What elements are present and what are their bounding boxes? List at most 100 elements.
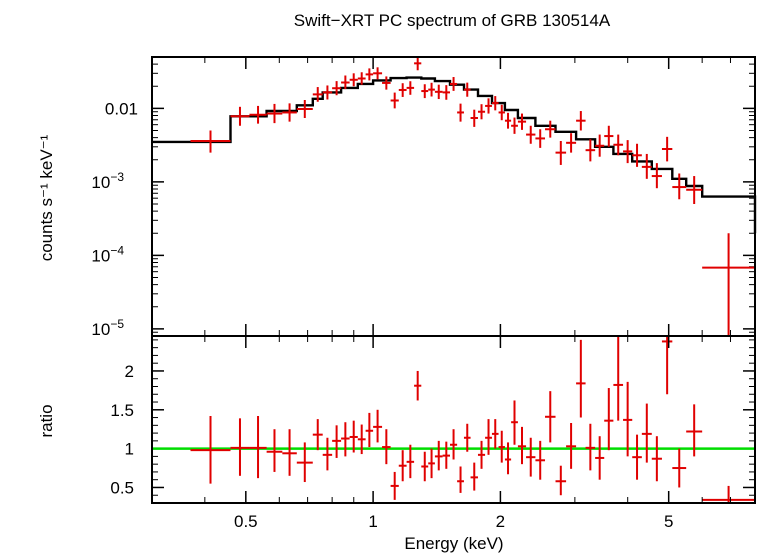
spectrum-data-point	[428, 82, 435, 97]
ratio-data-point	[504, 442, 512, 475]
ratio-data-point	[686, 404, 703, 457]
spectrum-data-point	[282, 103, 297, 122]
ratio-data-point	[373, 409, 383, 443]
x-tick-label: 1	[368, 512, 377, 531]
spectrum-data-point	[535, 129, 546, 148]
ratio-data-point	[498, 430, 505, 463]
ratio-data-point	[702, 485, 755, 503]
ratio-data-point	[613, 336, 624, 421]
x-tick-label: 0.5	[234, 512, 258, 531]
spectrum-data-point	[477, 104, 486, 120]
spectrum-data-point	[349, 73, 358, 87]
model-curve	[152, 76, 757, 234]
spectrum-data-point	[190, 130, 231, 153]
spectrum-data-point	[382, 76, 391, 90]
spectrum-data-point	[230, 106, 250, 126]
spectrum-data-point	[373, 67, 383, 80]
ratio-data-point	[365, 412, 374, 448]
spectrum-data-point	[526, 125, 536, 144]
spectrum-data-point	[406, 81, 415, 95]
ratio-data-point	[661, 336, 673, 395]
spectrum-data-point	[332, 81, 342, 96]
ratio-data-point	[230, 418, 250, 476]
spectrum-data-point	[341, 75, 350, 90]
y-tick-label: 10−5	[91, 317, 124, 339]
ratio-y-axis-label: ratio	[37, 404, 56, 437]
y-tick-label: 10−3	[91, 170, 124, 192]
x-axis-label: Energy (keV)	[404, 534, 503, 553]
x-tick-label: 2	[496, 512, 505, 531]
ratio-data-point	[450, 429, 458, 460]
ratio-data-point	[491, 419, 499, 449]
ratio-data-point	[545, 391, 556, 443]
spectrum-data-point	[686, 176, 703, 205]
spectrum-data-point	[517, 113, 527, 130]
ratio-data-point	[190, 416, 231, 484]
spectrum-data-point	[498, 104, 505, 121]
spectrum-data-point	[312, 87, 323, 102]
ratio-data-point	[641, 403, 652, 463]
spectrum-data-point	[414, 57, 422, 71]
ratio-data-point	[428, 448, 435, 479]
ratio-data-point	[332, 425, 342, 458]
ratio-y-tick-label: 0.5	[110, 478, 134, 497]
ratio-data-point	[517, 426, 527, 465]
ratio-data-point	[477, 440, 486, 469]
spectrum-data-point	[457, 103, 464, 122]
ratio-data-point	[526, 437, 536, 477]
ratio-data-point	[266, 429, 283, 472]
spectrum-data-point	[576, 111, 586, 131]
ratio-data-point	[623, 381, 633, 457]
ratio-y-tick-label: 2	[125, 362, 134, 381]
spectrum-data-point	[450, 77, 458, 91]
ratio-data-point	[382, 429, 391, 465]
spectrum-data-point	[661, 136, 673, 162]
spectrum-data-point	[604, 125, 614, 147]
ratio-data-point	[406, 444, 415, 479]
ratio-data-point	[485, 419, 492, 455]
y-tick-label: 0.01	[105, 99, 138, 118]
spectrum-data-point	[421, 84, 429, 99]
y-tick-label: 10−4	[91, 243, 124, 265]
ratio-data-point	[341, 422, 350, 457]
ratio-data-point	[535, 440, 546, 480]
spectrum-data-point	[613, 134, 624, 156]
spectrum-data-point	[641, 153, 652, 179]
spectrum-data-point	[504, 112, 512, 129]
spectrum-data-point	[545, 120, 556, 138]
ratio-data-point	[672, 448, 687, 488]
ratio-data-point	[555, 465, 567, 496]
chart-title: Swift−XRT PC spectrum of GRB 130514A	[294, 11, 611, 30]
spectrum-data-point	[249, 105, 267, 124]
spectrum-data-point	[595, 134, 605, 157]
spectrum-panel: counts s⁻¹ keV⁻¹ 0.01 10−3 10−4 10−5	[37, 56, 757, 339]
spectrum-data-point	[623, 140, 633, 164]
spectrum-data-point	[398, 83, 407, 97]
spectrum-data-point	[365, 68, 374, 81]
spectrum-data-point	[296, 99, 313, 118]
x-tick-label: 5	[664, 512, 673, 531]
spectrum-data-point	[585, 139, 596, 162]
ratio-data-point	[595, 436, 605, 480]
ratio-data-point	[457, 466, 464, 493]
ratio-panel: ratio 0.5 1 1.5 2 0.5 1 2 5 Energy (keV)	[37, 57, 756, 553]
spectrum-data-point	[357, 72, 366, 85]
spectrum-data-point	[470, 109, 478, 127]
ratio-data-point	[576, 339, 586, 418]
spectrum-data-point	[566, 133, 577, 153]
ratio-data-point	[421, 451, 429, 482]
spectrum-y-axis-label: counts s⁻¹ keV⁻¹	[37, 134, 56, 261]
spectrum-plot-frame	[151, 56, 756, 337]
spectrum-data-point	[632, 143, 642, 167]
spectrum-data-point	[491, 96, 499, 111]
ratio-data-point	[398, 450, 407, 482]
ratio-data-point	[511, 400, 518, 445]
spectrum-data-point	[511, 117, 518, 134]
ratio-data-point	[349, 420, 358, 453]
spectrum-data-point	[672, 173, 687, 200]
spectrum-data-point	[485, 98, 492, 114]
spectrum-data-point	[390, 92, 399, 109]
ratio-data-point	[442, 441, 451, 469]
spectrum-data-point	[702, 233, 755, 336]
